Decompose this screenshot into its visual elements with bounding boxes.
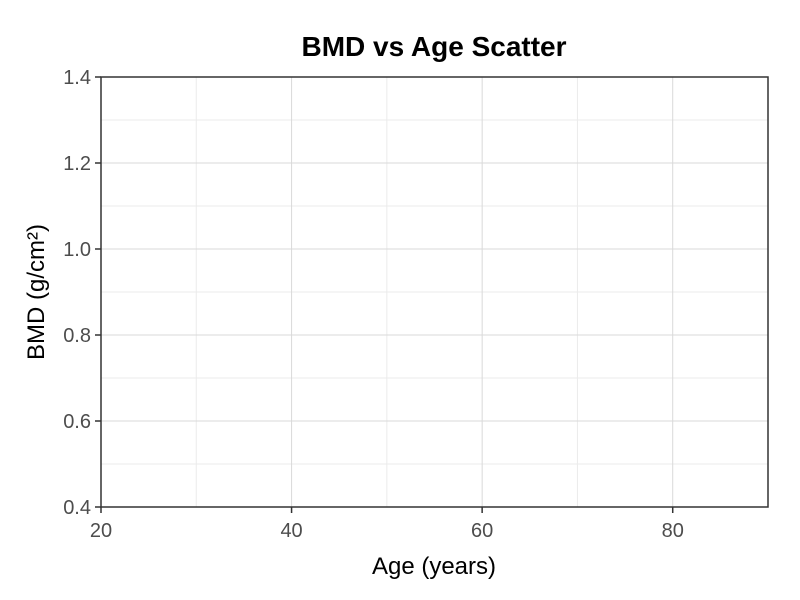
x-tick-label: 80 bbox=[662, 520, 684, 542]
minor-gridlines bbox=[101, 77, 768, 507]
chart-title: BMD vs Age Scatter bbox=[301, 31, 566, 62]
x-tick-label: 40 bbox=[280, 520, 302, 542]
x-axis-label: Age (years) bbox=[372, 553, 496, 580]
x-tick-label: 60 bbox=[471, 520, 493, 542]
y-axis-label: BMD (g/cm²) bbox=[23, 224, 50, 360]
y-tick-label: 0.4 bbox=[63, 497, 91, 519]
y-tick-label: 1.4 bbox=[63, 67, 91, 89]
x-tick-label: 20 bbox=[90, 520, 112, 542]
plot-panel-border bbox=[100, 76, 769, 508]
y-tick-label: 1.0 bbox=[63, 239, 91, 261]
y-tick-label: 0.8 bbox=[63, 325, 91, 347]
y-tick-label: 0.6 bbox=[63, 411, 91, 433]
y-tick-label: 1.2 bbox=[63, 153, 91, 175]
axis-ticks: 20 40 60 80 0.4 0.6 0.8 1.0 1.2 1.4 bbox=[63, 67, 684, 542]
